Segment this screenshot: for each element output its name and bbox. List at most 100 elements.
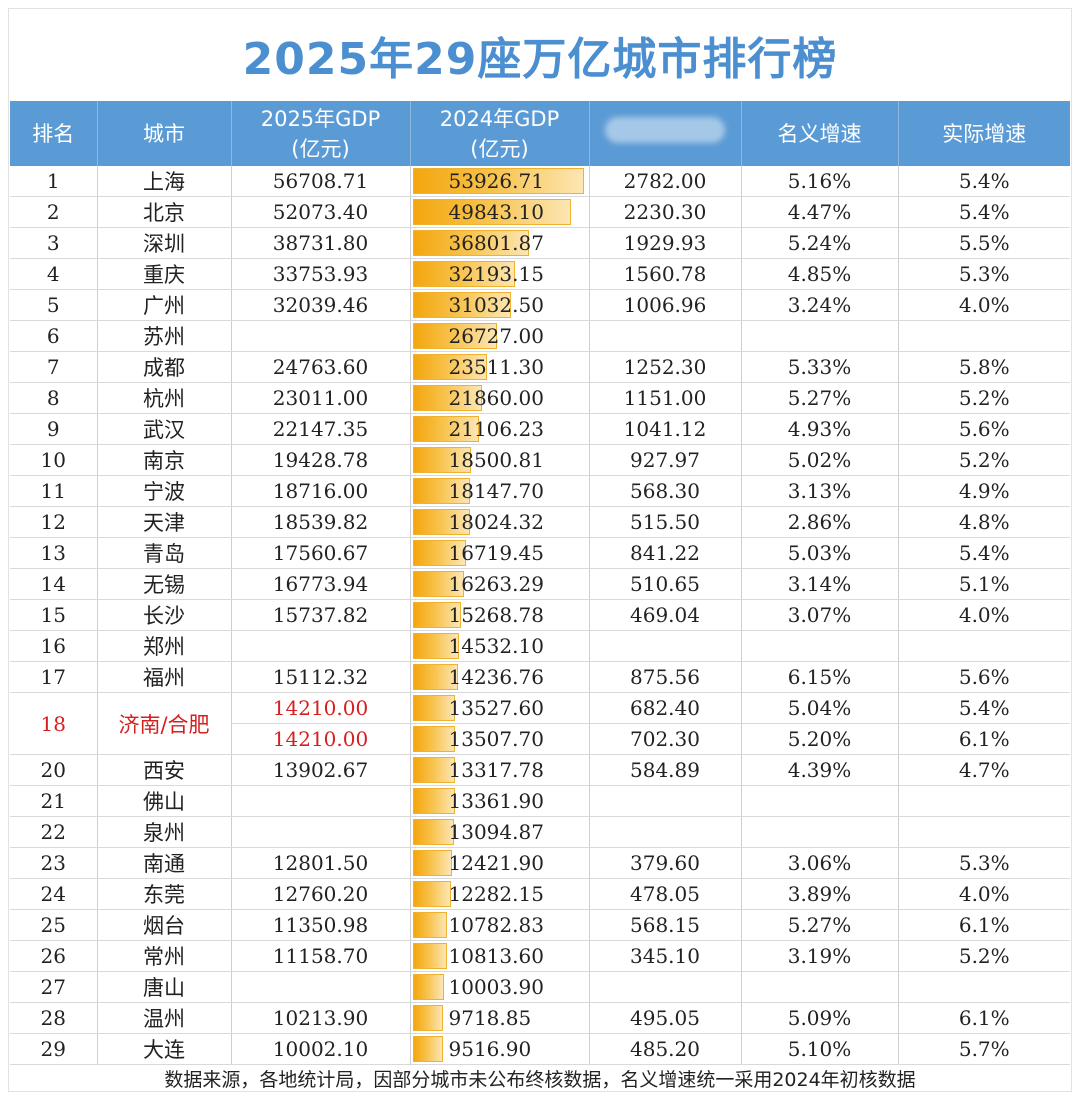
gdp-2024-value: 13527.60 — [448, 696, 544, 721]
gdp-2024-bar — [412, 695, 456, 722]
gdp-2024-bar — [412, 447, 472, 474]
table-row: 1 上海 56708.71 53926.71 2782.00 5.16% 5.4% — [10, 166, 1070, 198]
cell-gdp2025: 16773.94 — [231, 568, 411, 601]
header-gdp-2025: 2025年GDP (亿元) — [231, 101, 411, 166]
gdp-2024-bar — [412, 664, 458, 691]
gdp-2024-value: 10813.60 — [448, 944, 544, 969]
cell-increase: 875.56 — [589, 661, 742, 694]
blurred-label — [605, 116, 725, 143]
cell-rank: 7 — [10, 351, 98, 384]
cell-increase — [589, 971, 742, 1004]
gdp-2024-bar — [412, 974, 445, 1001]
cell-rank: 26 — [10, 940, 98, 973]
cell-city: 杭州 — [97, 382, 232, 415]
cell-increase — [589, 785, 742, 818]
gdp-2024-value: 16263.29 — [448, 572, 544, 597]
table-row: 27 唐山 10003.90 — [10, 971, 1070, 1004]
cell-real — [898, 785, 1070, 818]
cell-nominal: 5.27% — [741, 909, 899, 942]
cell-city: 郑州 — [97, 630, 232, 663]
gdp-2024-value: 14532.10 — [448, 634, 544, 659]
cell-gdp2025: 38731.80 — [231, 227, 411, 260]
cell-city: 重庆 — [97, 258, 232, 291]
header-gdp-2024: 2024年GDP (亿元) — [410, 101, 590, 166]
cell-increase: 568.15 — [589, 909, 742, 942]
cell-rank: 1 — [10, 166, 98, 198]
gdp-2024-bar — [412, 292, 511, 319]
cell-city: 成都 — [97, 351, 232, 384]
cell-gdp2025: 24763.60 — [231, 351, 411, 384]
cell-nominal — [741, 785, 899, 818]
cell-real: 4.0% — [898, 599, 1070, 632]
gdp-2024-value: 26727.00 — [448, 324, 544, 349]
cell-rank: 4 — [10, 258, 98, 291]
header-gdp-2025-line2: (亿元) — [291, 136, 350, 161]
table-row: 2 北京 52073.40 49843.10 2230.30 4.47% 5.4% — [10, 196, 1070, 229]
cell-gdp2024: 53926.71 — [410, 166, 590, 198]
cell-increase: 702.30 — [589, 723, 742, 756]
cell-gdp2025: 18716.00 — [231, 475, 411, 508]
table-row: 4 重庆 33753.93 32193.15 1560.78 4.85% 5.3% — [10, 258, 1070, 291]
gdp-ranking-table: 排名 城市 2025年GDP (亿元) 2024年GDP (亿元) 名义增速 实… — [10, 101, 1070, 1066]
cell-real: 5.6% — [898, 661, 1070, 694]
cell-rank: 29 — [10, 1033, 98, 1066]
cell-city: 宁波 — [97, 475, 232, 508]
gdp-2024-value: 15268.78 — [448, 603, 544, 628]
cell-real: 6.1% — [898, 723, 1070, 756]
table-row: 3 深圳 38731.80 36801.87 1929.93 5.24% 5.5% — [10, 227, 1070, 260]
cell-gdp2025: 15112.32 — [231, 661, 411, 694]
table-row: 13 青岛 17560.67 16719.45 841.22 5.03% 5.4% — [10, 537, 1070, 570]
cell-real: 6.1% — [898, 1002, 1070, 1035]
cell-gdp2024: 21106.23 — [410, 413, 590, 446]
cell-increase: 682.40 — [589, 692, 742, 725]
gdp-2024-bar — [412, 1036, 443, 1063]
cell-increase: 379.60 — [589, 847, 742, 880]
cell-gdp2025: 33753.93 — [231, 258, 411, 291]
cell-nominal: 3.89% — [741, 878, 899, 911]
gdp-2024-bar — [412, 478, 470, 505]
cell-nominal: 3.07% — [741, 599, 899, 632]
gdp-2024-value: 13094.87 — [448, 820, 544, 845]
cell-rank: 28 — [10, 1002, 98, 1035]
cell-real — [898, 630, 1070, 663]
header-gdp-2025-line1: 2025年GDP — [260, 106, 381, 131]
cell-city: 青岛 — [97, 537, 232, 570]
cell-gdp2024: 9516.90 — [410, 1033, 590, 1066]
cell-gdp2024: 21860.00 — [410, 382, 590, 415]
table-row: 23 南通 12801.50 12421.90 379.60 3.06% 5.3% — [10, 847, 1070, 880]
gdp-2024-bar — [412, 602, 461, 629]
cell-nominal: 5.10% — [741, 1033, 899, 1066]
cell-city: 苏州 — [97, 320, 232, 353]
table-row: 14210.00 13507.70 702.30 5.20% 6.1% — [10, 723, 1070, 756]
cell-city: 南通 — [97, 847, 232, 880]
source-note: 数据来源，各地统计局，因部分城市未公布终核数据，名义增速统一采用2024年初核数… — [164, 1069, 916, 1092]
cell-gdp2025: 22147.35 — [231, 413, 411, 446]
cell-city: 温州 — [97, 1002, 232, 1035]
cell-nominal: 5.27% — [741, 382, 899, 415]
cell-nominal — [741, 320, 899, 353]
gdp-2024-value: 18147.70 — [448, 479, 544, 504]
header-city: 城市 — [97, 101, 232, 166]
table-row: 22 泉州 13094.87 — [10, 816, 1070, 849]
cell-nominal: 3.06% — [741, 847, 899, 880]
cell-real — [898, 971, 1070, 1004]
header-increase-blurred — [589, 101, 742, 166]
cell-gdp2025 — [231, 320, 411, 353]
cell-increase: 2782.00 — [589, 166, 742, 198]
cell-real: 4.7% — [898, 754, 1070, 787]
cell-gdp2025: 15737.82 — [231, 599, 411, 632]
cell-increase: 584.89 — [589, 754, 742, 787]
table-body: 1 上海 56708.71 53926.71 2782.00 5.16% 5.4% 2 北京 52… — [10, 166, 1070, 1066]
gdp-2024-value: 10003.90 — [448, 975, 544, 1000]
cell-gdp2024: 18500.81 — [410, 444, 590, 477]
cell-gdp2025 — [231, 630, 411, 663]
cell-nominal: 5.02% — [741, 444, 899, 477]
cell-city: 南京 — [97, 444, 232, 477]
table-row: 21 佛山 13361.90 — [10, 785, 1070, 818]
cell-gdp2025 — [231, 971, 411, 1004]
gdp-2024-bar — [412, 571, 465, 598]
table-row: 5 广州 32039.46 31032.50 1006.96 3.24% 4.0% — [10, 289, 1070, 322]
cell-rank: 20 — [10, 754, 98, 787]
cell-rank: 3 — [10, 227, 98, 260]
cell-gdp2025: 10002.10 — [231, 1033, 411, 1066]
